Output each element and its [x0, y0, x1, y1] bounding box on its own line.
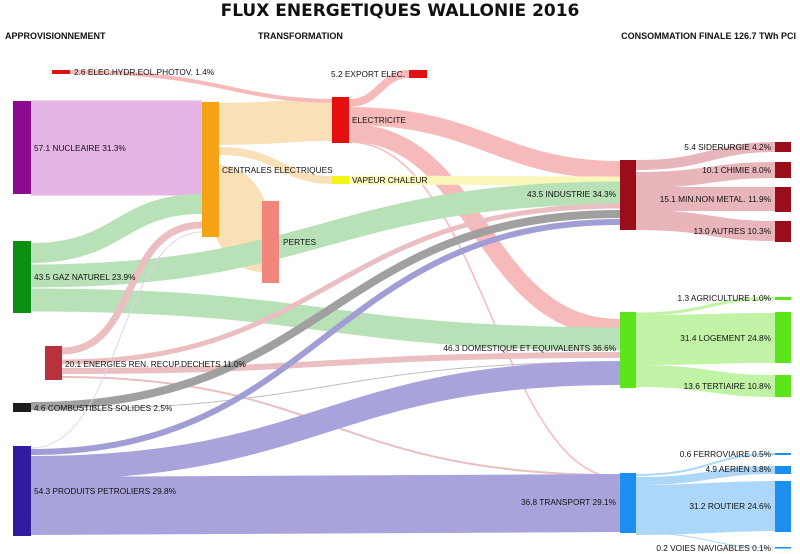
node-solides [13, 403, 31, 412]
flows [30, 70, 621, 535]
flow-renouvelables-centrales [61, 221, 203, 355]
flow-electricite-transport [348, 141, 621, 479]
flow-centrales-pertes [205, 165, 275, 272]
flow-vapeur-industrie [348, 175, 621, 186]
node-elec-hydro [52, 70, 70, 74]
flow-petrole-transport [30, 474, 621, 535]
label-gaz: 43.5 GAZ NATUREL 23.9% [34, 272, 136, 282]
node-transport [620, 473, 636, 533]
node-routier [775, 481, 791, 532]
label-minnonmetal: 15.1 MIN.NON METAL. 11.9% [660, 194, 772, 204]
label-solides: 4.6 COMBUSTIBLES SOLIDES 2.5% [34, 403, 173, 413]
node-renouvelables [45, 346, 62, 380]
label-ferroviaire: 0.6 FERROVIAIRE 0.5% [680, 449, 772, 459]
column-heading-consumption: CONSOMMATION FINALE 126.7 TWh PCI [621, 31, 796, 41]
label-nucleaire: 57.1 NUCLEAIRE 31.3% [34, 143, 126, 153]
label-tertiaire: 13.6 TERTIAIRE 10.8% [684, 381, 772, 391]
node-voies [775, 547, 791, 549]
column-heading-supply: APPROVISIONNEMENT [5, 31, 106, 41]
node-petrole [13, 446, 31, 536]
label-electricite: ELECTRICITE [352, 115, 406, 125]
label-chimie: 10.1 CHIMIE 8.0% [702, 165, 771, 175]
flow-petrole-centrales [30, 231, 203, 449]
node-logement [775, 312, 791, 363]
label-autres: 13.0 AUTRES 10.3% [694, 226, 772, 236]
node-minnonmetal [775, 187, 791, 212]
node-vapeur [332, 176, 349, 184]
label-industrie: 43.5 INDUSTRIE 34.3% [527, 189, 617, 199]
flow-domestique-logement [635, 313, 776, 365]
flow-electricite-domestique [348, 124, 621, 337]
node-industrie [620, 160, 636, 230]
label-elec-hydro: 2.6 ELEC.HYDR.EOL.PHOTOV. 1.4% [74, 67, 215, 77]
flow-transport-routier [635, 481, 776, 535]
label-routier: 31.2 ROUTIER 24.6% [689, 501, 771, 511]
node-centrales [202, 102, 219, 237]
flow-transport-voies [635, 532, 776, 549]
flow-electricite-export [348, 70, 410, 107]
node-tertiaire [775, 375, 791, 397]
node-chimie [775, 162, 791, 178]
node-export [409, 70, 427, 78]
label-logement: 31.4 LOGEMENT 24.8% [680, 333, 771, 343]
flow-renouvelables-transport [61, 376, 621, 476]
label-aerien: 4.9 AERIEN 3.8% [706, 464, 772, 474]
flow-centrales-vapeur [218, 147, 333, 184]
flow-electricite-industrie [348, 107, 621, 179]
flow-domestique-agriculture [635, 296, 776, 316]
label-vapeur: VAPEUR CHALEUR [352, 175, 427, 185]
flow-industrie-autres [635, 210, 776, 241]
node-electricite [332, 97, 349, 143]
node-ferroviaire [775, 453, 791, 455]
flow-petrole-industrie [30, 219, 621, 455]
flow-gaz-centrales [30, 194, 203, 263]
flow-transport-ferroviaire [635, 453, 776, 476]
flow-industrie-chimie [635, 162, 776, 188]
node-domestique [620, 312, 636, 388]
flow-gaz-domestique [30, 288, 621, 351]
label-renouvelables: 20.1 ENERGIES REN. RECUP.DECHETS 11.0% [65, 359, 247, 369]
flow-gaz-industrie [30, 181, 621, 288]
label-siderurgie: 5.4 SIDERURGIE 4.2% [684, 142, 771, 152]
node-aerien [775, 466, 791, 474]
node-pertes [262, 201, 279, 283]
node-siderurgie [775, 142, 791, 152]
diagram-title: FLUX ENERGETIQUES WALLONIE 2016 [221, 1, 580, 21]
flow-transport-aerien [635, 466, 776, 485]
label-export: 5.2 EXPORT ELEC. [331, 69, 405, 79]
flow-solides-domestique [30, 361, 621, 411]
flow-renouvelables-domestique [61, 352, 621, 374]
column-heading-transformation: TRANSFORMATION [258, 31, 343, 41]
flows-subsectors [635, 142, 776, 549]
flow-industrie-siderurgie [635, 142, 776, 170]
label-agriculture: 1.3 AGRICULTURE 1.0% [678, 293, 772, 303]
flow-renouvelables-industrie [61, 203, 621, 365]
label-pertes: PERTES [283, 237, 317, 247]
label-petrole: 54.3 PRODUITS PETROLIERS 29.8% [34, 486, 177, 496]
flow-centrales-electricite [218, 99, 333, 145]
node-autres [775, 221, 791, 242]
node-gaz [13, 241, 31, 313]
flow-hydro-electricite [69, 70, 333, 103]
node-agriculture [775, 297, 791, 300]
flow-domestique-tertiaire [635, 365, 776, 397]
flow-petrole-domestique [30, 361, 621, 480]
node-labels: 2.6 ELEC.HYDR.EOL.PHOTOV. 1.4% 57.1 NUCL… [34, 67, 772, 553]
nodes [13, 70, 791, 549]
label-domestique: 46.3 DOMESTIQUE ET EQUIVALENTS 36.6% [443, 343, 616, 353]
label-voies: 0.2 VOIES NAVIGABLES 0.1% [656, 543, 771, 553]
label-transport: 36.8 TRANSPORT 29.1% [521, 497, 617, 507]
flow-solides-industrie [30, 210, 621, 410]
node-nucleaire [13, 101, 31, 194]
label-centrales: CENTRALES ELECTRIQUES [222, 165, 333, 175]
